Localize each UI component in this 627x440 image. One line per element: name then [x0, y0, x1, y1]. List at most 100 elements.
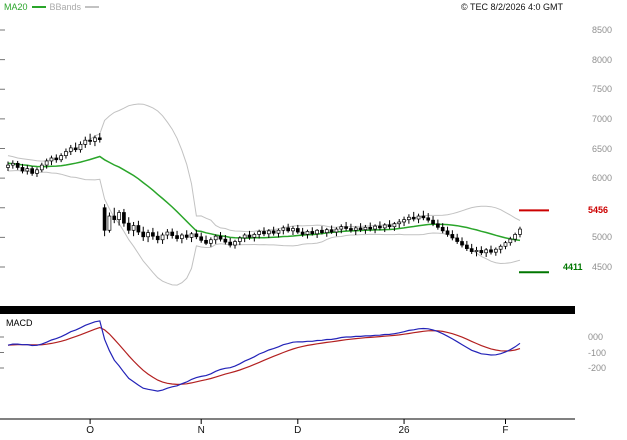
candle-body: [407, 216, 411, 220]
candle-body: [54, 157, 59, 161]
candle-body: [489, 249, 493, 253]
x-axis-month-label: F: [502, 425, 509, 436]
candle-body: [440, 226, 445, 232]
candle-body: [498, 245, 503, 250]
candle-body: [233, 241, 237, 246]
candle-body: [455, 237, 460, 242]
candle-body: [160, 234, 165, 241]
candle-body: [286, 227, 290, 232]
candle-body: [107, 215, 112, 231]
price-tick-label: 6500: [592, 143, 613, 154]
candle-body: [445, 230, 450, 235]
candle-body: [416, 215, 421, 220]
candle-body: [334, 228, 339, 233]
candle-body: [426, 217, 431, 221]
candle-body: [59, 155, 63, 161]
price-tick-label: 5000: [592, 232, 613, 243]
candle-body: [329, 229, 334, 233]
candle-body: [469, 248, 474, 252]
candle-body: [30, 168, 34, 174]
candle-body: [291, 228, 295, 232]
candle-body: [300, 231, 305, 235]
price-tick-label: 6000: [592, 173, 613, 184]
candle-body: [310, 231, 315, 235]
candle-body: [295, 228, 300, 233]
candle-body: [266, 230, 271, 235]
candle-body: [155, 235, 160, 241]
candle-body: [83, 139, 88, 145]
candle-body: [20, 167, 25, 172]
ma20-line-swatch: [31, 6, 46, 8]
macd-line: [7, 320, 521, 392]
candle-body: [73, 147, 78, 151]
price-tick-label: 4500: [592, 262, 613, 272]
candle-body: [281, 227, 286, 231]
candle-body: [262, 231, 266, 235]
price-tick-label: 7500: [592, 84, 613, 95]
candle-body: [78, 144, 83, 151]
candle-body: [479, 250, 484, 254]
candle-body: [257, 231, 262, 235]
candle-body: [411, 216, 416, 220]
candle-body: [460, 241, 464, 246]
candle-body: [126, 222, 131, 231]
resistance-level-label: 5456: [588, 205, 609, 215]
candle-body: [247, 234, 252, 238]
candle-body: [112, 215, 117, 220]
candle-body: [484, 249, 489, 254]
bollinger-lower-band: [7, 169, 521, 286]
candle-body: [25, 168, 30, 172]
macd-tick-label: 000: [588, 332, 604, 342]
candle-body: [344, 226, 348, 229]
candle-body: [122, 212, 126, 224]
candle-body: [242, 234, 247, 239]
price-tick-label: 8500: [592, 25, 613, 35]
bollinger-upper-band: [7, 103, 521, 233]
candle-body: [10, 162, 15, 166]
candle-body: [228, 241, 233, 246]
candle-body: [223, 238, 228, 243]
legend: MA20 BBands: [4, 2, 100, 12]
candle-body: [503, 242, 508, 247]
candle-body: [102, 207, 107, 231]
candle-body: [513, 234, 518, 240]
candle-body: [88, 139, 92, 142]
candle-body: [209, 239, 213, 244]
candle-body: [93, 137, 97, 142]
candle-body: [136, 225, 141, 233]
candle-body: [339, 226, 344, 230]
candle-body: [252, 234, 257, 238]
macd-tick-label: -100: [588, 347, 607, 358]
candle-body: [146, 232, 150, 238]
candle-body: [368, 226, 373, 230]
candle-body: [204, 239, 208, 244]
candle-body: [353, 227, 358, 231]
candle-body: [131, 225, 136, 231]
support-level-label: 4411: [563, 262, 583, 272]
candle-body: [170, 231, 175, 236]
x-axis-month-label: D: [294, 425, 302, 436]
candle-body: [39, 164, 44, 171]
candle-body: [213, 235, 218, 241]
bbands-line-swatch: [85, 6, 100, 8]
candle-body: [180, 234, 184, 239]
candle-body: [141, 231, 146, 238]
candle-body: [117, 212, 121, 220]
candle-body: [474, 250, 479, 252]
macd-signal-line: [7, 326, 521, 386]
candle-body: [431, 219, 435, 225]
candle-body: [44, 160, 49, 166]
candle-body: [421, 215, 426, 219]
candle-body: [373, 225, 377, 230]
candle-body: [493, 248, 498, 253]
candle-body: [68, 147, 73, 152]
candle-body: [276, 229, 281, 234]
candle-body: [218, 235, 223, 240]
candle-body: [508, 238, 513, 244]
candle-body: [349, 228, 353, 231]
price-tick-label: 8000: [592, 54, 613, 65]
candle-body: [450, 234, 455, 239]
candle-body: [436, 223, 440, 228]
